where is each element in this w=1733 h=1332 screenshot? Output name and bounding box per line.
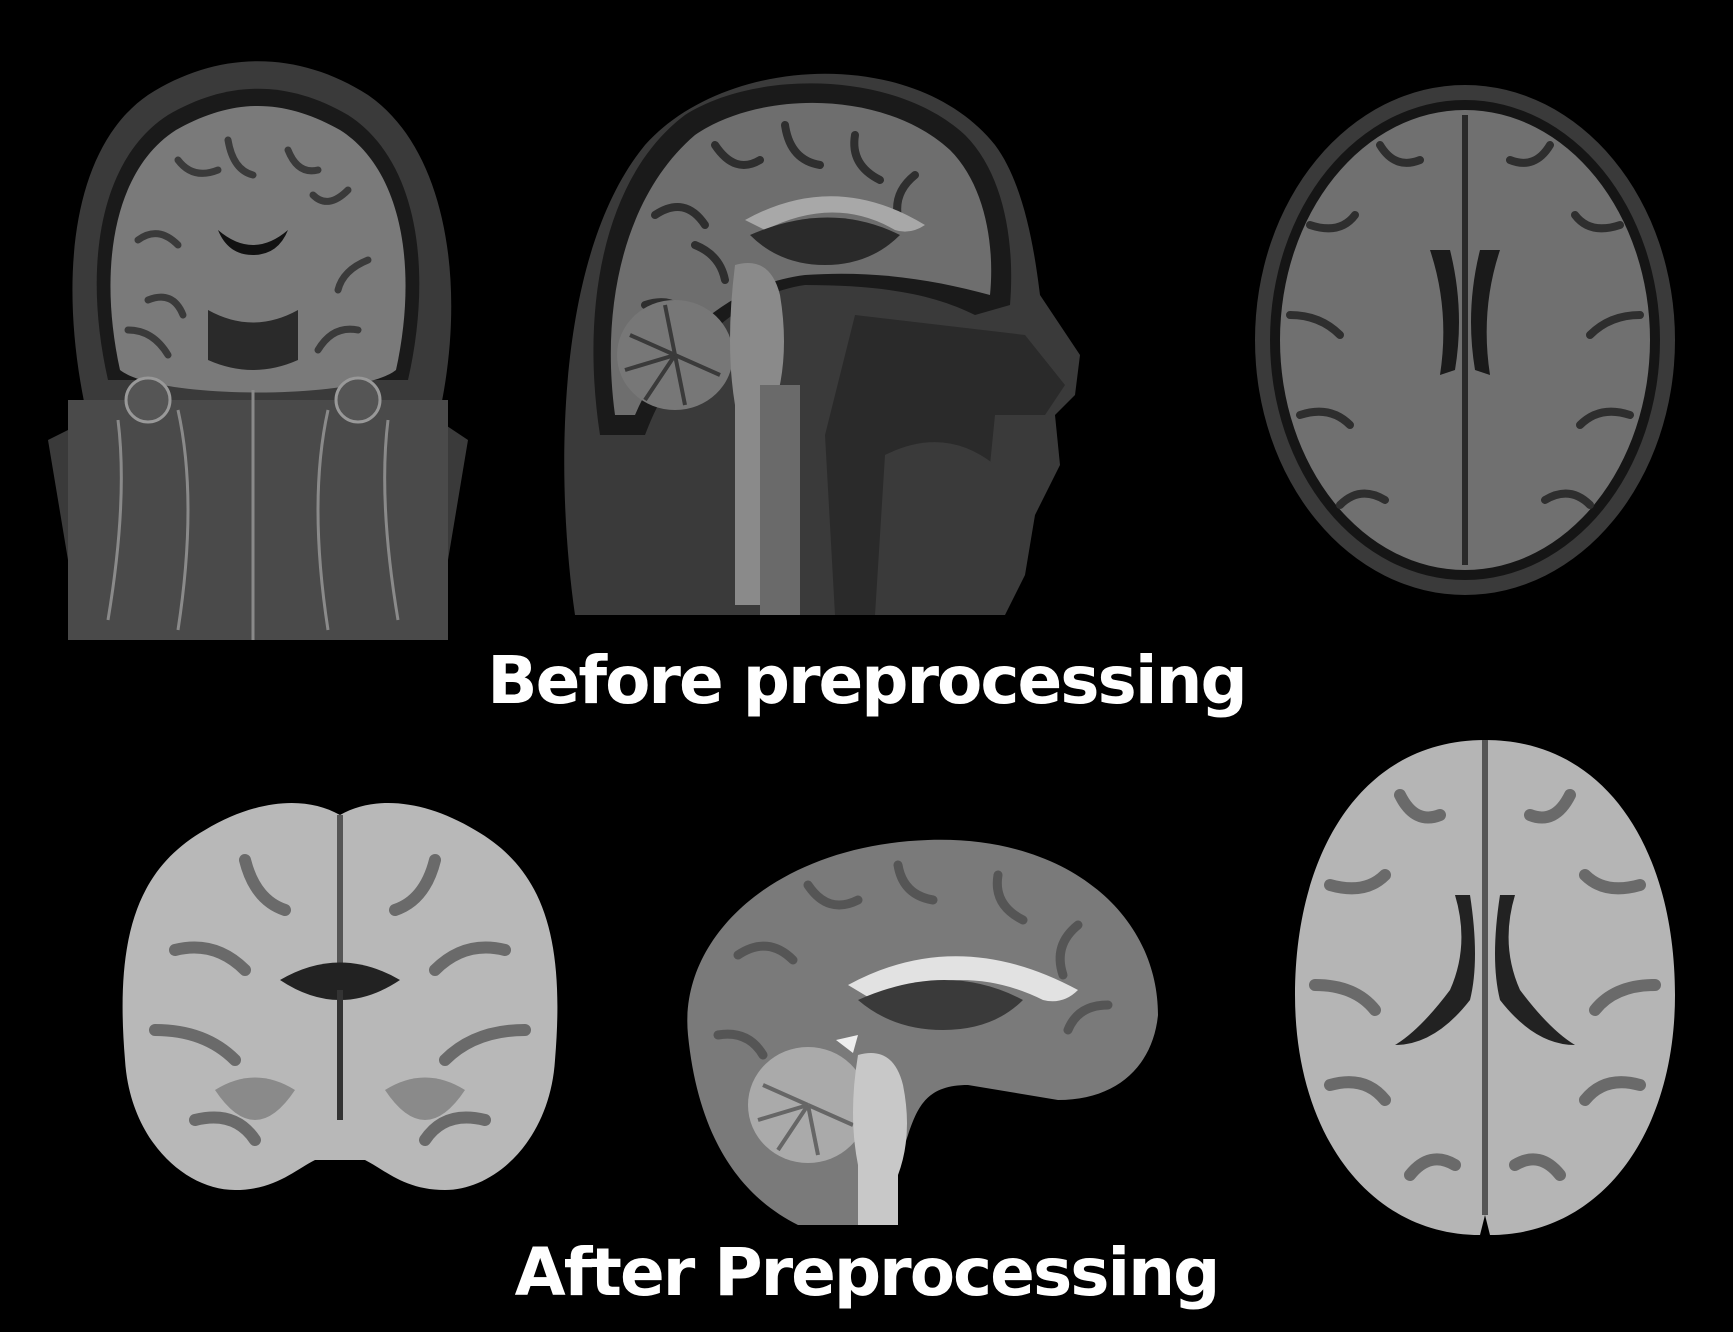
before-sagittal-mri-slice	[555, 55, 1165, 620]
after-preprocessing-label: After Preprocessing	[514, 1234, 1221, 1311]
after-axial-mri-slice	[1290, 735, 1680, 1240]
after-sagittal-mri-slice	[678, 835, 1163, 1225]
before-axial-mri-slice	[1250, 75, 1680, 600]
before-coronal-mri-slice	[28, 40, 478, 640]
after-coronal-mri-slice	[115, 790, 565, 1210]
before-preprocessing-label: Before preprocessing	[487, 642, 1247, 719]
